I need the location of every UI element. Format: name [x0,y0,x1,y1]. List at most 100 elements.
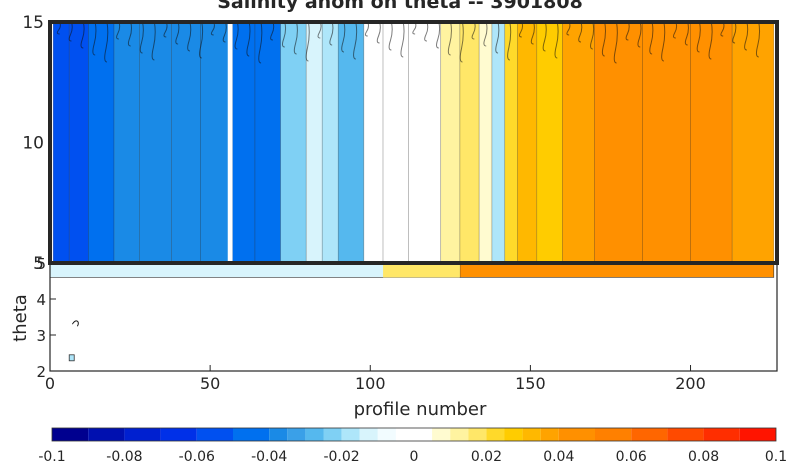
anomaly-column [562,22,595,263]
anomaly-column [171,22,201,263]
contour-line [696,22,701,53]
contour-line [92,22,97,56]
contour-line [625,22,630,41]
contour-line [163,22,168,38]
colorbar-segment [359,428,378,441]
colorbar-tick-label: -0.1 [38,449,65,465]
colorbar-segment [160,428,197,441]
anomaly-column [731,22,775,263]
contour-line [210,22,215,36]
contour-line [637,22,642,48]
contour-line [424,22,429,42]
colorbar-segment [305,428,324,441]
contour-line [720,22,725,37]
colorbar-segment [88,428,125,441]
anomaly-column [690,22,733,263]
colorbar-segment [414,428,433,441]
contour-line [661,22,666,62]
contour-line [56,22,61,35]
anomaly-column [459,22,480,263]
anomaly-column [52,22,70,263]
colorbar-tick-label: 0.06 [616,449,647,465]
colorbar-segment [631,428,668,441]
contour-line [139,22,144,54]
contour-line [329,22,334,46]
anomaly-column [305,22,323,263]
colorbar-tick-label: 0 [410,449,419,465]
x-tick-label: 50 [200,374,220,393]
colorbar-segment [124,428,161,441]
colorbar-segment [323,428,342,441]
anomaly-column [478,22,493,263]
data-gap [227,22,233,263]
surface-band-mid [383,263,460,278]
colorbar-segment [522,428,541,441]
axes [48,20,779,372]
anomaly-column [504,22,518,263]
colorbar: -0.1 -0.08 -0.06 -0.04 -0.02 0 0.02 0.04 0.06 0.0… [38,427,787,465]
anomaly-column [139,22,173,263]
contour-line [459,22,464,63]
contour-line [578,22,583,43]
colorbar-tick-label: 0.1 [765,449,787,465]
anomaly-column [321,22,339,263]
contour-line [246,22,251,57]
y-tick-label-lower: 5 [36,255,46,273]
contour-line [708,22,713,60]
y-axis-label: theta [10,294,31,342]
contour-line [341,22,346,53]
colorbar-segment [540,428,559,441]
colorbar-segment [504,428,523,441]
colorbar-segment [432,428,451,441]
colorbar-segment [486,428,505,441]
contour-line [613,22,618,64]
contour-line [222,22,227,43]
contour-line [116,22,121,40]
surface-band-warm [459,263,775,278]
anomaly-column [280,22,307,263]
colorbar-tick-label: -0.04 [251,449,287,465]
x-tick-label: 150 [515,374,546,393]
colorbar-segment [667,428,704,441]
contour-line [601,22,606,57]
x-tick-label: 0 [45,374,55,393]
chart-title: Salinity anom on theta -- 3901808 [217,0,583,13]
y-tick-label-upper: 5 [33,254,44,274]
y-tick-label-lower: 4 [36,291,46,309]
x-tick-label: 200 [675,374,706,393]
upper-plot-area [50,22,777,263]
contour-line [530,22,535,45]
contour-line [755,22,761,58]
anomaly-column [517,22,538,263]
contour-line [80,22,85,49]
contour-line [732,22,737,44]
contour-line [495,22,500,54]
colorbar-tick-label: 0.02 [471,449,502,465]
anomaly-column [440,22,461,263]
colorbar-tick-label: -0.06 [179,449,215,465]
y-tick-label-upper: 10 [22,134,44,154]
contour-line [364,22,369,37]
colorbar-segment [595,428,632,441]
colorbar-segment [395,428,414,441]
contour-line [412,22,417,35]
y-tick-label-lower: 3 [36,327,46,345]
contour-line [234,22,239,50]
colorbar-tick-label: -0.08 [106,449,142,465]
colorbar-frame [51,427,777,442]
colorbar-segment [196,428,233,441]
colorbar-segment [450,428,469,441]
contour-line [353,22,358,60]
colorbar-segment [468,428,487,441]
anomaly-column [594,22,643,263]
anomaly-column [642,22,691,263]
anomaly-column [382,22,409,263]
colorbar-segment [269,428,288,441]
contour-line [507,22,512,61]
colorbar-segment [341,428,360,441]
contour-line [400,22,405,58]
contour-line [483,22,488,47]
colorbar-segment [377,428,396,441]
